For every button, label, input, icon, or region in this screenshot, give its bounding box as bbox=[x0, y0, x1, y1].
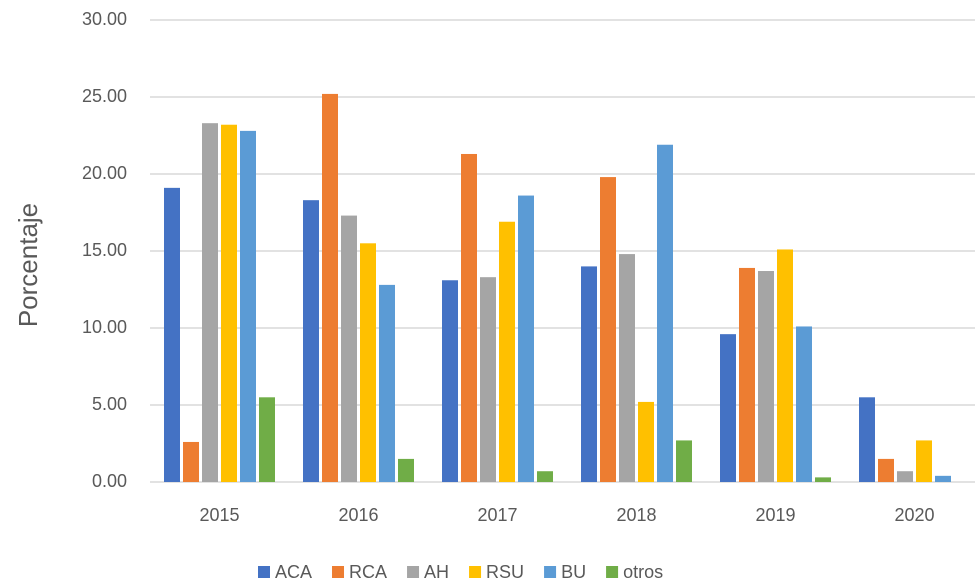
bar bbox=[720, 334, 736, 482]
bar bbox=[897, 471, 913, 482]
bar bbox=[259, 397, 275, 482]
legend-label: AH bbox=[424, 562, 449, 582]
bar bbox=[935, 475, 951, 482]
bar bbox=[638, 401, 654, 482]
bar bbox=[183, 441, 199, 482]
bar bbox=[202, 123, 218, 483]
bar bbox=[600, 177, 616, 482]
bar bbox=[619, 254, 635, 482]
legend-swatch bbox=[332, 566, 345, 578]
bar bbox=[499, 221, 515, 483]
bar bbox=[398, 458, 414, 482]
legend-swatch bbox=[407, 566, 420, 578]
bar bbox=[815, 477, 831, 482]
bar bbox=[164, 187, 180, 483]
x-tick-label: 2017 bbox=[477, 505, 517, 525]
bar bbox=[303, 200, 319, 482]
y-tick-label: 25.00 bbox=[82, 86, 127, 106]
bar bbox=[518, 195, 534, 482]
bar bbox=[739, 267, 755, 482]
legend-label: ACA bbox=[275, 562, 312, 582]
x-tick-label: 2018 bbox=[616, 505, 656, 525]
bar bbox=[859, 397, 875, 482]
bar bbox=[379, 284, 395, 482]
bar bbox=[537, 471, 553, 482]
bar bbox=[796, 326, 812, 482]
legend-swatch bbox=[469, 566, 482, 578]
bar bbox=[341, 215, 357, 482]
bar bbox=[322, 93, 338, 483]
bar bbox=[240, 130, 256, 482]
legend-label: RSU bbox=[486, 562, 524, 582]
bar bbox=[758, 271, 774, 482]
y-tick-label: 5.00 bbox=[92, 394, 127, 414]
y-tick-label: 10.00 bbox=[82, 317, 127, 337]
y-axis-label: Porcentaje bbox=[13, 203, 43, 327]
y-tick-label: 30.00 bbox=[82, 9, 127, 29]
legend-swatch bbox=[606, 566, 619, 578]
legend-label: BU bbox=[561, 562, 586, 582]
y-tick-label: 15.00 bbox=[82, 240, 127, 260]
x-tick-label: 2016 bbox=[338, 505, 378, 525]
bar bbox=[657, 144, 673, 483]
legend-label: RCA bbox=[349, 562, 387, 582]
x-tick-label: 2015 bbox=[199, 505, 239, 525]
bar bbox=[676, 440, 692, 482]
bar bbox=[878, 458, 894, 482]
bar bbox=[360, 243, 376, 482]
bar bbox=[777, 249, 793, 482]
y-tick-label: 0.00 bbox=[92, 471, 127, 491]
bar bbox=[916, 440, 932, 482]
legend-swatch bbox=[544, 566, 557, 578]
legend-label: otros bbox=[623, 562, 663, 582]
x-tick-label: 2019 bbox=[755, 505, 795, 525]
x-tick-label: 2020 bbox=[894, 505, 934, 525]
legend-swatch bbox=[258, 566, 270, 578]
bar bbox=[581, 266, 597, 482]
bar bbox=[461, 153, 477, 483]
y-tick-label: 20.00 bbox=[82, 163, 127, 183]
bar bbox=[480, 277, 496, 482]
bar bbox=[442, 280, 458, 482]
bar bbox=[221, 124, 237, 482]
